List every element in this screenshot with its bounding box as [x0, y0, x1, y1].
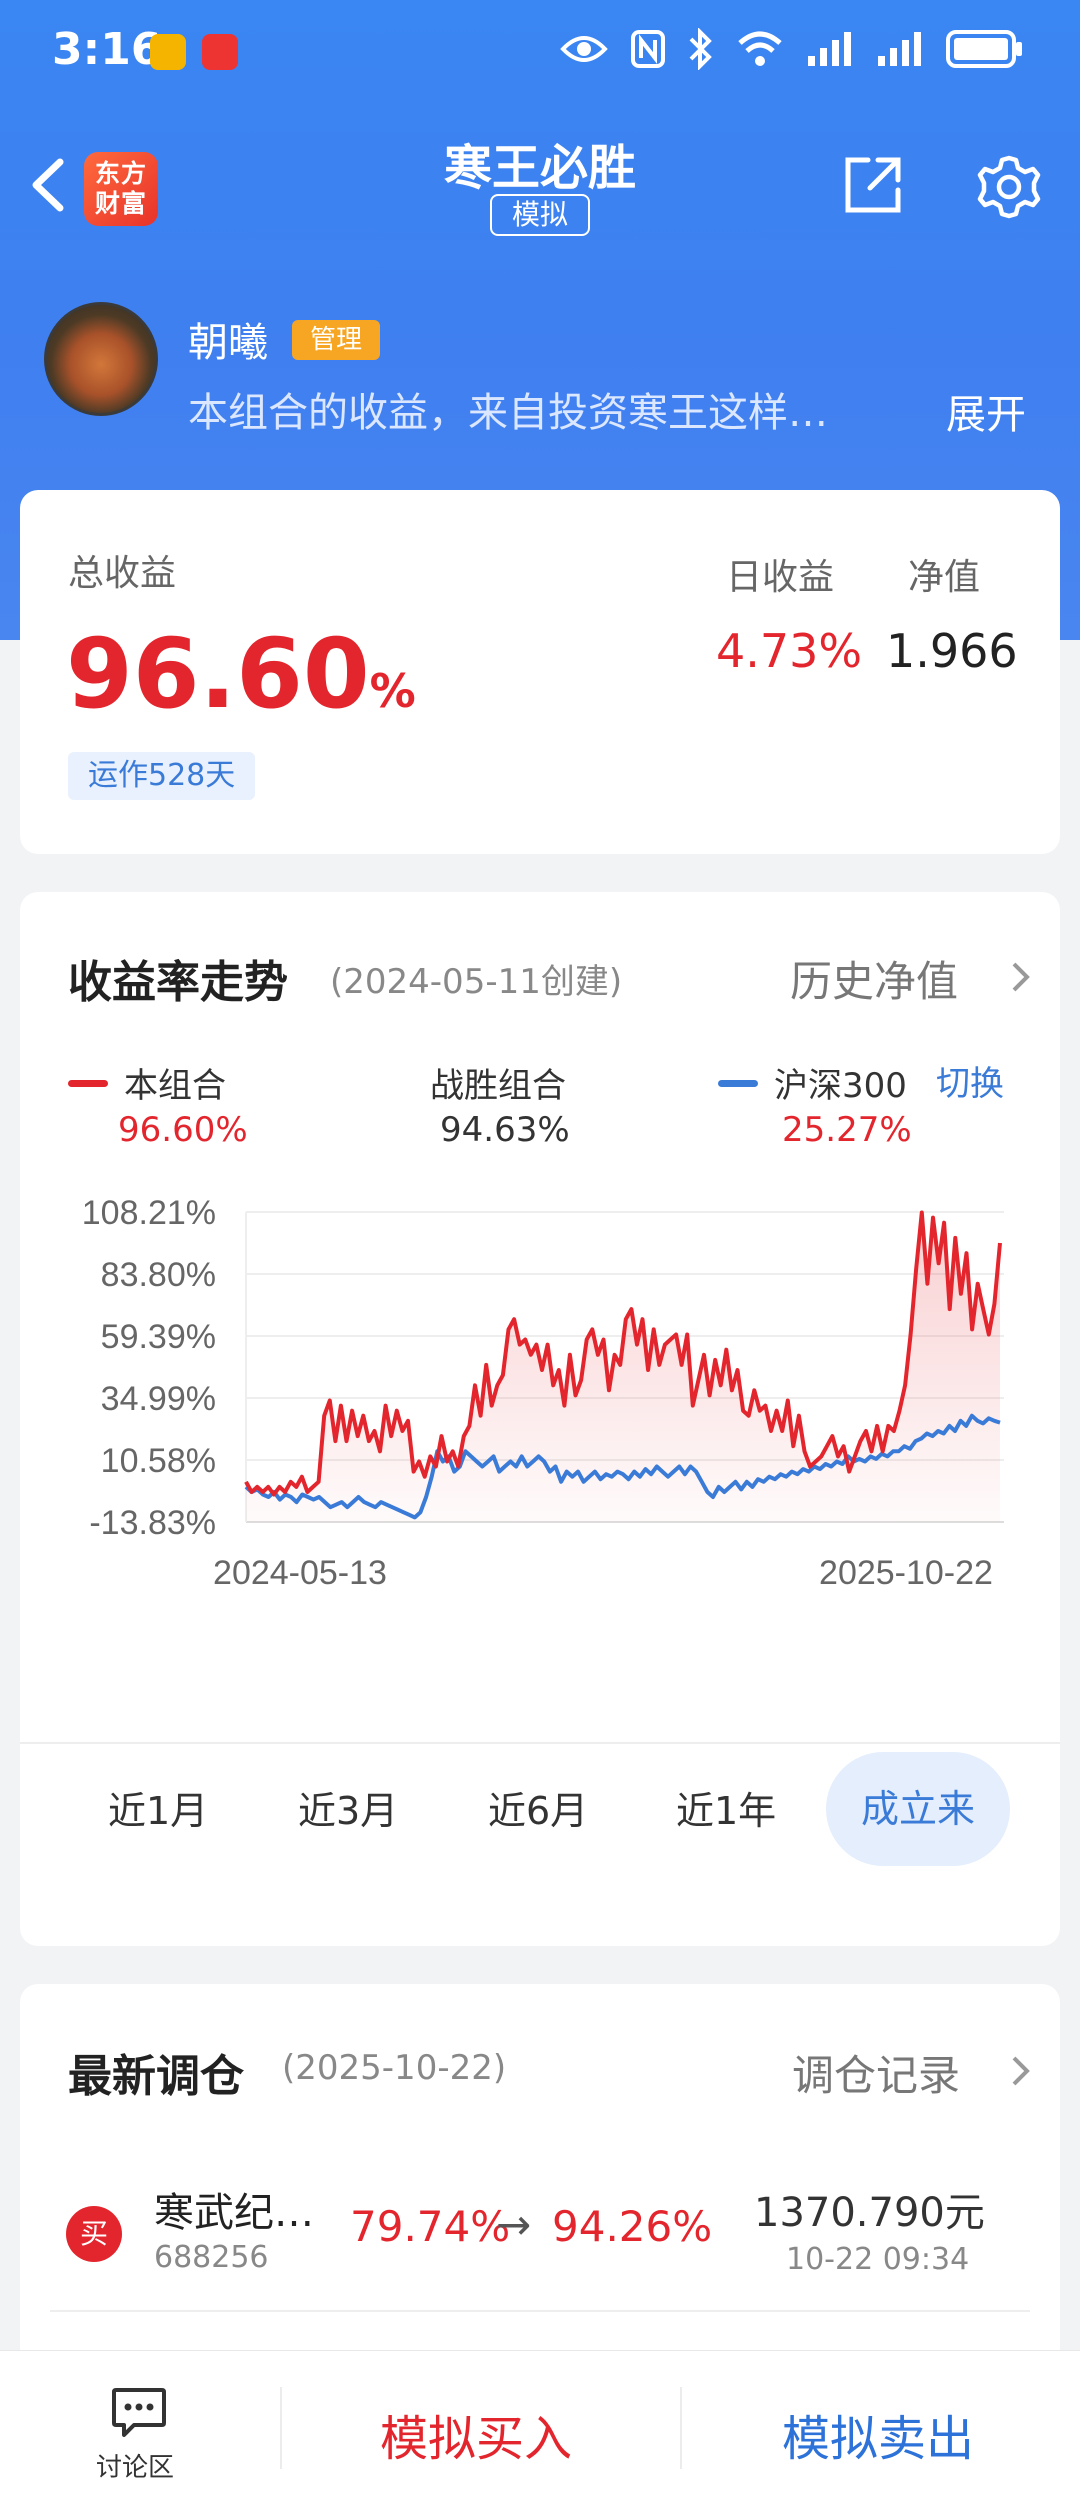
- y-tick-label: 108.21%: [82, 1194, 216, 1232]
- legend-line-portfolio: [68, 1080, 108, 1087]
- signal-2-icon: [878, 32, 921, 66]
- avatar[interactable]: [44, 302, 158, 416]
- nav-bar: 东方财富 寒王必胜 模拟: [0, 120, 1080, 250]
- discussion-label[interactable]: 讨论区: [96, 2453, 175, 2483]
- bluetooth-icon: [689, 28, 712, 70]
- user-name: 朝曦: [188, 320, 268, 366]
- expand-link[interactable]: 展开: [946, 392, 1026, 438]
- legend-value-portfolio: 96.60%: [118, 1110, 248, 1150]
- history-nav-link[interactable]: 历史净值: [790, 957, 959, 1006]
- total-return-number: 96.60: [66, 618, 370, 730]
- daily-return-value: 4.73%: [716, 624, 863, 678]
- daily-return-label: 日收益: [726, 557, 835, 598]
- signal-icon: [808, 32, 851, 66]
- separator: [680, 2387, 682, 2469]
- gear-icon: [977, 155, 1041, 219]
- notification-app-icon: [150, 34, 186, 70]
- rebalance-title: 最新调仓: [68, 2051, 244, 2102]
- buy-badge: 买: [66, 2206, 122, 2262]
- y-tick-label: 83.80%: [101, 1256, 216, 1294]
- total-return-label: 总收益: [68, 553, 177, 594]
- status-bar: 3:16: [0, 0, 1080, 104]
- period-1m[interactable]: 近1月: [108, 1789, 209, 1833]
- share-icon: [845, 157, 901, 213]
- notification-huawei-icon: [202, 34, 238, 70]
- weight-from: 79.74%: [350, 2202, 511, 2251]
- eye-icon: [560, 36, 608, 62]
- legend-name-csi300: 沪深300: [774, 1066, 907, 1106]
- legend-name-portfolio: 本组合: [124, 1066, 226, 1106]
- trade-amount: 1370.790元: [754, 2190, 985, 2236]
- weight-to: 94.26%: [552, 2202, 713, 2251]
- nav-label: 净值: [908, 557, 981, 598]
- return-chart: 108.21% 83.80% 59.39% 34.99% 10.58% -13.83% 20…: [20, 1192, 1060, 1612]
- period-since-inception[interactable]: 成立来: [826, 1752, 1010, 1866]
- share-button[interactable]: [840, 152, 906, 222]
- return-chart-svg: 108.21% 83.80% 59.39% 34.99% 10.58% -13.83% 20…: [82, 1194, 1004, 1592]
- legend-line-csi300: [718, 1080, 758, 1087]
- switch-benchmark-button[interactable]: 切换: [936, 1064, 1004, 1104]
- wifi-icon: [738, 31, 782, 66]
- back-button[interactable]: [22, 150, 82, 220]
- total-return-unit: %: [369, 664, 416, 718]
- total-return-value: 96.60%: [66, 618, 416, 730]
- eastmoney-logo: 东方财富: [84, 152, 158, 226]
- running-days-badge: 运作528天: [68, 752, 256, 800]
- status-time: 3:16: [52, 24, 162, 75]
- trend-title: 收益率走势: [68, 957, 288, 1008]
- series-line-portfolio: [244, 1210, 1002, 1497]
- x-tick-label-start: 2024-05-13: [213, 1554, 387, 1592]
- rebalance-card: 最新调仓 (2025-10-22) 调仓记录 买 寒武纪… 688256 79.…: [20, 1984, 1060, 2404]
- chevron-right-icon: [1012, 962, 1030, 992]
- nav-value: 1.966: [886, 624, 1018, 678]
- portfolio-area: [246, 1212, 1000, 1522]
- y-tick-label: 34.99%: [101, 1380, 216, 1418]
- chevron-left-icon: [32, 158, 64, 212]
- legend-value-csi300: 25.27%: [782, 1110, 912, 1150]
- discussion-button[interactable]: [110, 2385, 168, 2445]
- status-icons: [560, 28, 1024, 70]
- stock-code: 688256: [154, 2240, 269, 2275]
- y-tick-label: -13.83%: [89, 1504, 216, 1542]
- trend-card: 收益率走势 (2024-05-11创建) 历史净值 本组合 96.60% 战胜组…: [20, 892, 1060, 1946]
- rebalance-date: (2025-10-22): [282, 2048, 507, 2088]
- rebalance-record-link[interactable]: 调仓记录: [792, 2051, 961, 2100]
- sim-sell-button[interactable]: 模拟卖出: [782, 2411, 975, 2467]
- admin-badge: 管理: [292, 320, 380, 360]
- trend-created-date: (2024-05-11创建): [330, 962, 623, 1002]
- settings-button[interactable]: [976, 154, 1042, 224]
- chevron-right-icon: [1012, 2056, 1030, 2086]
- y-tick-label: 10.58%: [101, 1442, 216, 1480]
- y-tick-label: 59.39%: [101, 1318, 216, 1356]
- period-1y[interactable]: 近1年: [676, 1789, 777, 1833]
- arrow-right-icon: →: [496, 2200, 532, 2249]
- logo-text: 东方财富: [95, 159, 148, 218]
- legend-value-beat: 94.63%: [440, 1110, 570, 1150]
- bottom-action-bar: 讨论区 模拟买入 模拟卖出: [0, 2350, 1080, 2504]
- simulation-badge: 模拟: [490, 194, 590, 236]
- row-divider: [50, 2310, 1030, 2312]
- separator: [280, 2387, 282, 2469]
- legend-name-beat: 战胜组合: [430, 1066, 566, 1106]
- summary-card: 总收益 96.60% 运作528天 日收益 净值 4.73% 1.966: [20, 490, 1060, 854]
- page-title: 寒王必胜: [443, 140, 636, 196]
- period-divider: [20, 1742, 1060, 1744]
- sim-buy-button[interactable]: 模拟买入: [380, 2411, 573, 2467]
- period-3m[interactable]: 近3月: [298, 1789, 399, 1833]
- portfolio-description: 本组合的收益，来自投资寒王这样…: [188, 390, 828, 436]
- series-line-csi300: [244, 1413, 1001, 1520]
- nfc-icon: [631, 30, 665, 68]
- battery-icon: [946, 30, 1022, 68]
- stock-name: 寒武纪…: [154, 2190, 314, 2236]
- x-tick-label-end: 2025-10-22: [819, 1554, 993, 1592]
- trade-time: 10-22 09:34: [786, 2242, 970, 2277]
- period-6m[interactable]: 近6月: [488, 1789, 589, 1833]
- chat-bubble-icon: [112, 2388, 166, 2437]
